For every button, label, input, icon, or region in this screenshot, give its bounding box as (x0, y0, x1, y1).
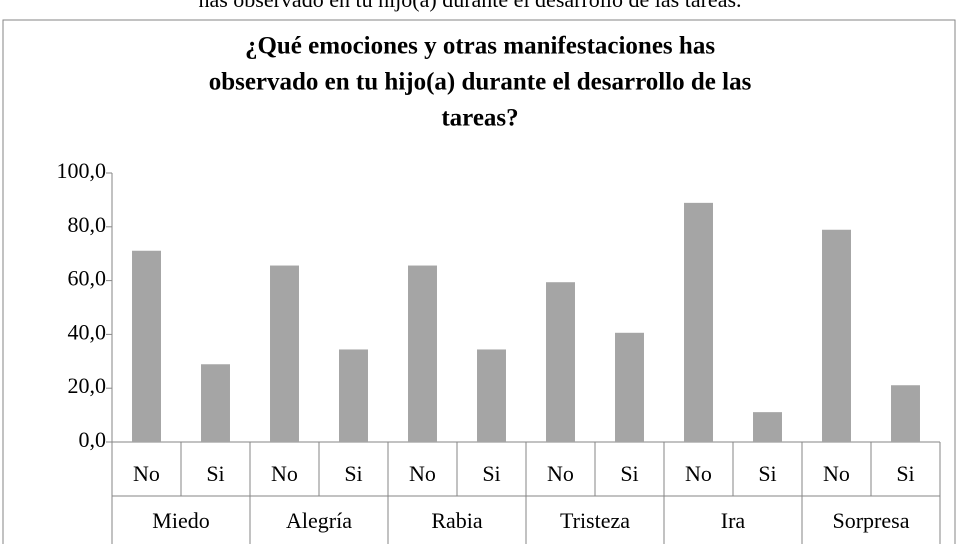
y-tick-label: 100,0 (57, 158, 107, 183)
chart-title: tareas? (441, 105, 518, 132)
y-tick-label: 80,0 (68, 212, 107, 237)
x-tick-label: Si (758, 461, 776, 486)
chart-title: ¿Qué emociones y otras manifestaciones h… (245, 33, 715, 60)
bar (339, 349, 368, 442)
group-label: Rabia (431, 508, 483, 533)
y-tick-label: 40,0 (68, 319, 107, 344)
bar (546, 282, 575, 442)
x-tick-label: Si (344, 461, 362, 486)
group-label: Tristeza (560, 508, 630, 533)
group-label: Ira (721, 508, 746, 533)
x-tick-label: Si (206, 461, 224, 486)
x-tick-label: No (133, 461, 160, 486)
bar (132, 250, 161, 442)
x-tick-label: No (409, 461, 436, 486)
bar (408, 265, 437, 442)
bar (891, 385, 920, 442)
y-tick-label: 0,0 (79, 427, 107, 452)
x-tick-label: No (271, 461, 298, 486)
x-tick-label: Si (896, 461, 914, 486)
group-label: Sorpresa (833, 508, 910, 533)
chart-border (2, 19, 956, 544)
chart-title: observado en tu hijo(a) durante el desar… (209, 69, 752, 96)
y-tick-label: 60,0 (68, 266, 107, 291)
caption: has observado en tu hijo(a) durante el d… (198, 0, 741, 12)
bar (684, 202, 713, 442)
x-tick-label: Si (482, 461, 500, 486)
bar (270, 265, 299, 442)
bar (615, 332, 644, 442)
x-tick-label: No (547, 461, 574, 486)
bar (477, 349, 506, 442)
bar (201, 364, 230, 442)
bar (822, 229, 851, 442)
x-tick-label: Si (620, 461, 638, 486)
y-tick-label: 20,0 (68, 373, 107, 398)
group-label: Miedo (152, 508, 209, 533)
x-tick-label: No (685, 461, 712, 486)
x-tick-label: No (823, 461, 850, 486)
bar (753, 412, 782, 442)
group-label: Alegría (286, 508, 352, 533)
